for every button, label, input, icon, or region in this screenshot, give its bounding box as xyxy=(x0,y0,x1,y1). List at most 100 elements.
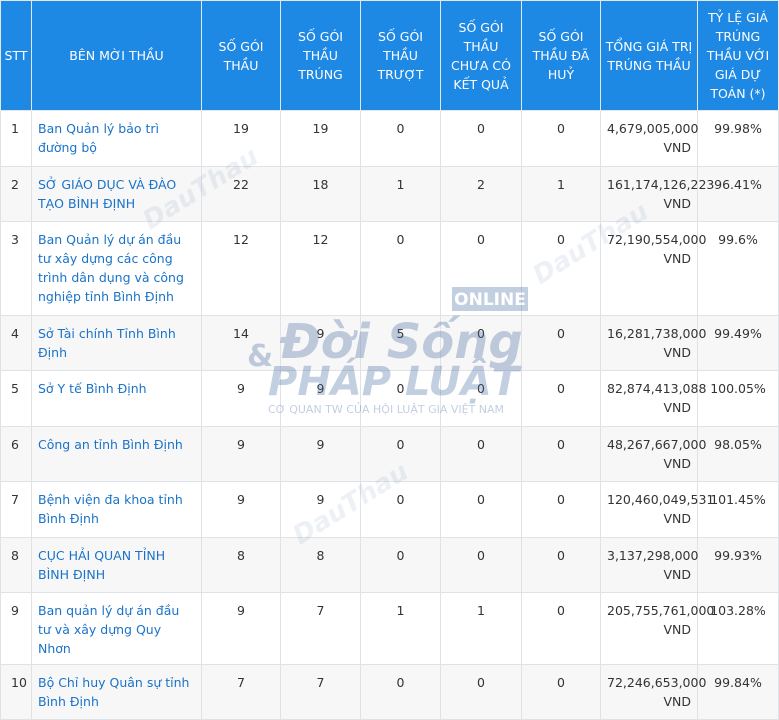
cell-stt: 6 xyxy=(0,426,32,482)
cell-chua-kq: 0 xyxy=(440,370,522,427)
header-so-goi-truot: SỐ GÓI THẦU TRƯỢT xyxy=(360,0,441,111)
cell-stt: 8 xyxy=(0,537,32,593)
bidder-link[interactable]: Bộ Chỉ huy Quân sự tỉnh Bình Định xyxy=(38,675,190,709)
bidder-link[interactable]: Ban Quản lý dự án đầu tư xây dựng các cô… xyxy=(38,232,184,304)
cell-ben-moi-thau: Ban Quản lý bảo trì đường bộ xyxy=(31,110,202,167)
cell-so-goi: 9 xyxy=(201,370,281,427)
cell-tong-gia-tri: 120,460,049,531 VND xyxy=(600,481,714,538)
cell-trung: 9 xyxy=(280,370,361,427)
cell-truot: 0 xyxy=(360,537,441,593)
cell-huy: 0 xyxy=(521,426,601,482)
cell-tong-gia-tri: 72,190,554,000 VND xyxy=(600,221,706,316)
cell-ty-le: 101.45% xyxy=(697,481,779,538)
cell-ty-le: 99.93% xyxy=(697,537,779,593)
cell-ty-le: 96.41% xyxy=(697,166,779,222)
cell-huy: 1 xyxy=(521,166,601,222)
cell-stt: 1 xyxy=(0,110,32,167)
cell-tong-gia-tri: 3,137,298,000 VND xyxy=(600,537,698,593)
cell-huy: 0 xyxy=(521,592,601,665)
cell-so-goi: 19 xyxy=(201,110,281,167)
cell-truot: 0 xyxy=(360,221,441,316)
cell-ben-moi-thau: SỞ GIÁO DỤC VÀ ĐÀO TẠO BÌNH ĐỊNH xyxy=(31,166,202,222)
cell-so-goi: 7 xyxy=(201,664,281,720)
bidder-link[interactable]: Ban quản lý dự án đầu tư và xây dựng Quy… xyxy=(38,603,180,656)
cell-huy: 0 xyxy=(521,370,601,427)
bidder-link[interactable]: Sở Tài chính Tỉnh Bình Định xyxy=(38,326,176,360)
cell-trung: 8 xyxy=(280,537,361,593)
cell-ben-moi-thau: Công an tỉnh Bình Định xyxy=(31,426,202,482)
cell-truot: 0 xyxy=(360,110,441,167)
cell-chua-kq: 0 xyxy=(440,664,522,720)
cell-stt: 9 xyxy=(0,592,32,665)
cell-truot: 0 xyxy=(360,370,441,427)
cell-chua-kq: 0 xyxy=(440,481,522,538)
cell-chua-kq: 0 xyxy=(440,426,522,482)
cell-trung: 9 xyxy=(280,481,361,538)
cell-ty-le: 99.98% xyxy=(697,110,779,167)
cell-ty-le: 99.84% xyxy=(697,664,779,720)
cell-trung: 7 xyxy=(280,664,361,720)
bidder-link[interactable]: CỤC HẢI QUAN TỈNH BÌNH ĐỊNH xyxy=(38,548,166,582)
cell-trung: 9 xyxy=(280,426,361,482)
cell-ben-moi-thau: Sở Tài chính Tỉnh Bình Định xyxy=(31,315,202,371)
cell-truot: 1 xyxy=(360,166,441,222)
cell-truot: 5 xyxy=(360,315,441,371)
header-stt: STT xyxy=(0,0,32,111)
cell-chua-kq: 0 xyxy=(440,537,522,593)
cell-tong-gia-tri: 205,755,761,000 VND xyxy=(600,592,714,665)
cell-stt: 3 xyxy=(0,221,32,316)
bidder-link[interactable]: Công an tỉnh Bình Định xyxy=(38,437,183,452)
cell-huy: 0 xyxy=(521,315,601,371)
cell-chua-kq: 0 xyxy=(440,315,522,371)
cell-truot: 0 xyxy=(360,664,441,720)
cell-huy: 0 xyxy=(521,481,601,538)
bidder-link[interactable]: Bệnh viện đa khoa tỉnh Bình Định xyxy=(38,492,183,526)
header-so-goi-chua-kq: SỐ GÓI THẦU CHƯA CÓ KẾT QUẢ xyxy=(440,0,522,111)
cell-trung: 19 xyxy=(280,110,361,167)
table-row: 6 Công an tỉnh Bình Định 9 9 0 0 0 48,26… xyxy=(0,426,779,482)
table-row: 4 Sở Tài chính Tỉnh Bình Định 14 9 5 0 0… xyxy=(0,315,779,371)
table-row: 1 Ban Quản lý bảo trì đường bộ 19 19 0 0… xyxy=(0,110,779,167)
cell-truot: 0 xyxy=(360,426,441,482)
cell-trung: 7 xyxy=(280,592,361,665)
cell-truot: 1 xyxy=(360,592,441,665)
cell-ben-moi-thau: Ban Quản lý dự án đầu tư xây dựng các cô… xyxy=(31,221,202,316)
header-ty-le: TỶ LỆ GIÁ TRÚNG THẦU VỚI GIÁ DỰ TOÁN (*) xyxy=(697,0,779,111)
cell-ty-le: 99.49% xyxy=(697,315,779,371)
table-row: 5 Sở Y tế Bình Định 9 9 0 0 0 82,874,413… xyxy=(0,370,779,427)
table-row: 9 Ban quản lý dự án đầu tư và xây dựng Q… xyxy=(0,592,779,665)
header-so-goi-thau: SỐ GÓI THẦU xyxy=(201,0,281,111)
cell-trung: 18 xyxy=(280,166,361,222)
cell-ben-moi-thau: Sở Y tế Bình Định xyxy=(31,370,202,427)
cell-huy: 0 xyxy=(521,221,601,316)
header-so-goi-trung: SỐ GÓI THẦU TRÚNG xyxy=(280,0,361,111)
cell-truot: 0 xyxy=(360,481,441,538)
table-row: 3 Ban Quản lý dự án đầu tư xây dựng các … xyxy=(0,221,779,316)
cell-so-goi: 22 xyxy=(201,166,281,222)
cell-ty-le: 100.05% xyxy=(697,370,779,427)
cell-stt: 7 xyxy=(0,481,32,538)
bidder-link[interactable]: SỞ GIÁO DỤC VÀ ĐÀO TẠO BÌNH ĐỊNH xyxy=(38,177,177,211)
cell-tong-gia-tri: 82,874,413,088 VND xyxy=(600,370,706,427)
header-so-goi-huy: SỐ GÓI THẦU ĐÃ HUỶ xyxy=(521,0,601,111)
bidder-link[interactable]: Sở Y tế Bình Định xyxy=(38,381,147,396)
cell-chua-kq: 0 xyxy=(440,221,522,316)
table-row: 10 Bộ Chỉ huy Quân sự tỉnh Bình Định 7 7… xyxy=(0,664,779,720)
cell-stt: 4 xyxy=(0,315,32,371)
cell-tong-gia-tri: 48,267,667,000 VND xyxy=(600,426,706,482)
cell-ty-le: 103.28% xyxy=(697,592,779,665)
table-row: 2 SỞ GIÁO DỤC VÀ ĐÀO TẠO BÌNH ĐỊNH 22 18… xyxy=(0,166,779,222)
cell-so-goi: 9 xyxy=(201,592,281,665)
cell-ben-moi-thau: CỤC HẢI QUAN TỈNH BÌNH ĐỊNH xyxy=(31,537,202,593)
cell-stt: 10 xyxy=(0,664,32,720)
cell-ty-le: 98.05% xyxy=(697,426,779,482)
cell-so-goi: 14 xyxy=(201,315,281,371)
cell-chua-kq: 2 xyxy=(440,166,522,222)
bidder-link[interactable]: Ban Quản lý bảo trì đường bộ xyxy=(38,121,160,155)
cell-huy: 0 xyxy=(521,110,601,167)
cell-so-goi: 12 xyxy=(201,221,281,316)
table-header-row: STT BÊN MỜI THẦU SỐ GÓI THẦU SỐ GÓI THẦU… xyxy=(0,0,779,111)
cell-so-goi: 9 xyxy=(201,481,281,538)
cell-huy: 0 xyxy=(521,664,601,720)
